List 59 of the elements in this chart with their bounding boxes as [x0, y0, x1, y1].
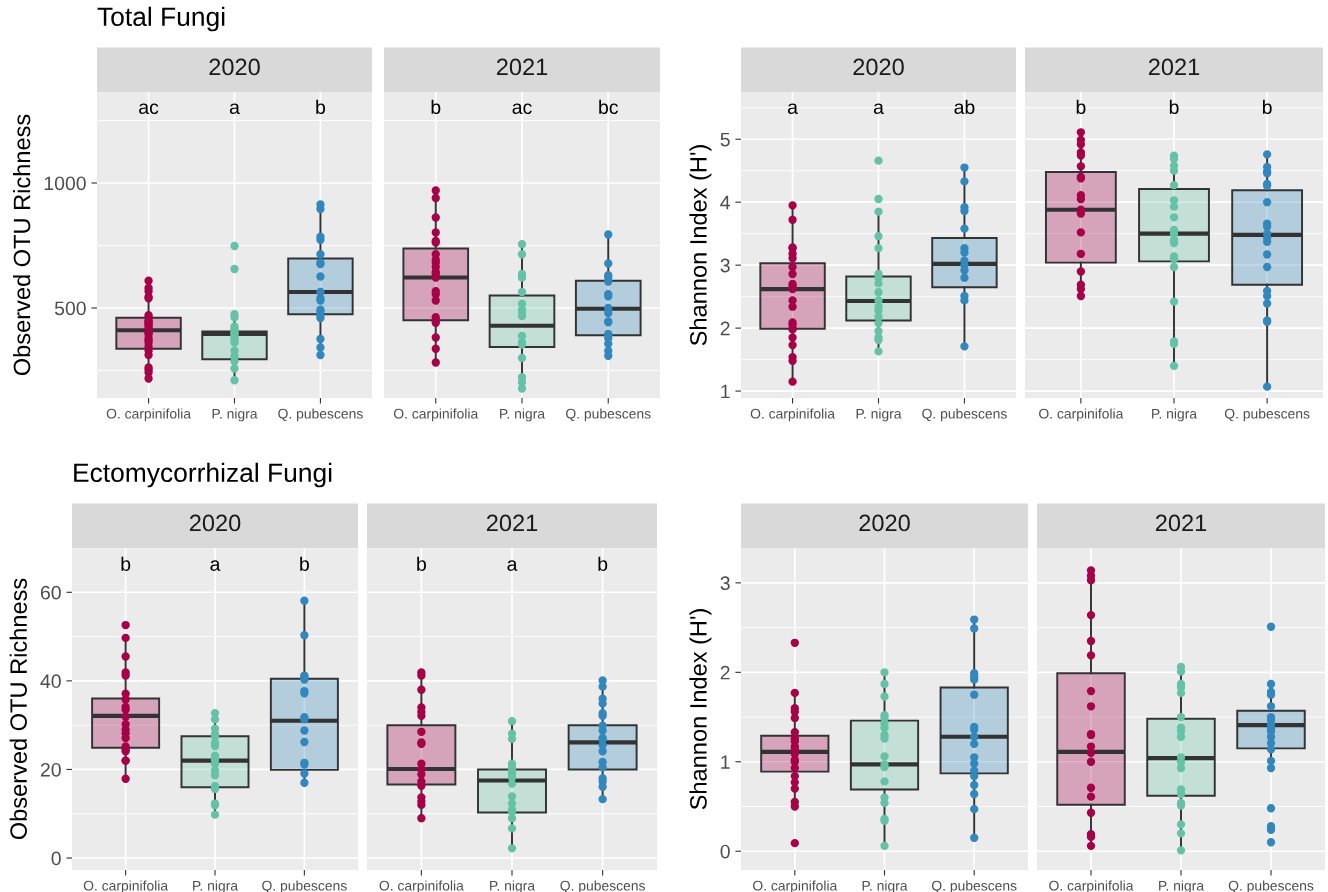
y-axis-title: Observed OTU Richness [12, 114, 31, 376]
annotation: a [210, 560, 221, 571]
annotation: ab [954, 99, 975, 115]
annotation: b [1169, 99, 1179, 115]
annotation: a [229, 103, 240, 115]
x-tick-label: P. nigra [1152, 408, 1198, 422]
chart-subtitle: 2020 [853, 58, 904, 76]
chart-subtitle: 2021 [1148, 58, 1200, 76]
x-tick-label: P. nigra [500, 408, 546, 422]
annotation: b [598, 556, 608, 571]
annotation: ac [139, 103, 159, 115]
y-tick-label: 1 [721, 755, 730, 769]
y-tick-label: 0 [720, 844, 730, 859]
x-tick-label: O. carpinifolia [106, 408, 192, 422]
annotation: b [121, 556, 131, 571]
y-tick-label: 5 [720, 132, 730, 147]
x-tick-label: P. nigra [212, 408, 258, 422]
chart-subtitle: 2021 [486, 514, 538, 532]
annotation: b [1262, 99, 1272, 115]
y-axis-title: Shannon Index (H') [689, 145, 712, 346]
x-tick-label: O. carpinifolia [1039, 408, 1124, 422]
chart-subtitle: 2020 [209, 58, 260, 76]
annotation: b [316, 99, 326, 115]
annotation: ac [512, 103, 532, 115]
annotation: a [507, 560, 518, 571]
x-tick-label: P. nigra [856, 408, 902, 422]
y-tick-label: 1 [721, 384, 730, 399]
y-tick-label: 2 [720, 665, 730, 680]
chart-subtitle: 2020 [859, 514, 910, 532]
x-tick-label: Q. pubescens [1224, 408, 1310, 422]
y-axis-title: Shannon Index (H') [689, 609, 712, 810]
chart-title: Ectomycorrhizal Fungi [74, 462, 332, 488]
chart-subtitle: 2020 [189, 514, 241, 532]
chart-subtitle: 2021 [1155, 514, 1207, 532]
y-axis-title: Observed OTU Richness [9, 578, 27, 840]
annotation: b [1076, 99, 1086, 115]
x-tick-label: Q. pubescens [278, 408, 363, 422]
y-tick-label: 20 [40, 762, 61, 777]
annotation: b [417, 556, 426, 571]
annotation: b [431, 99, 441, 115]
annotation: a [787, 103, 798, 115]
y-tick-label: 0 [51, 851, 61, 866]
chart-subtitle: 2021 [496, 58, 548, 76]
x-tick-label: O. carpinifolia [750, 408, 836, 422]
y-tick-label: 40 [40, 674, 61, 689]
chart-title: Total Fungi [97, 6, 225, 32]
y-tick-label: 500 [54, 301, 86, 316]
annotation: bc [599, 99, 619, 115]
y-tick-label: 1000 [44, 176, 86, 191]
y-tick-label: 4 [720, 195, 731, 210]
y-tick-label: 3 [720, 576, 730, 591]
annotation: a [873, 103, 884, 115]
y-tick-label: 3 [720, 258, 730, 273]
y-tick-label: 2 [720, 321, 730, 336]
x-tick-label: Q. pubescens [922, 408, 1007, 422]
x-tick-label: O. carpinifolia [393, 408, 479, 422]
annotation: b [300, 556, 309, 571]
y-tick-label: 60 [40, 585, 61, 600]
x-tick-label: Q. pubescens [566, 408, 651, 422]
